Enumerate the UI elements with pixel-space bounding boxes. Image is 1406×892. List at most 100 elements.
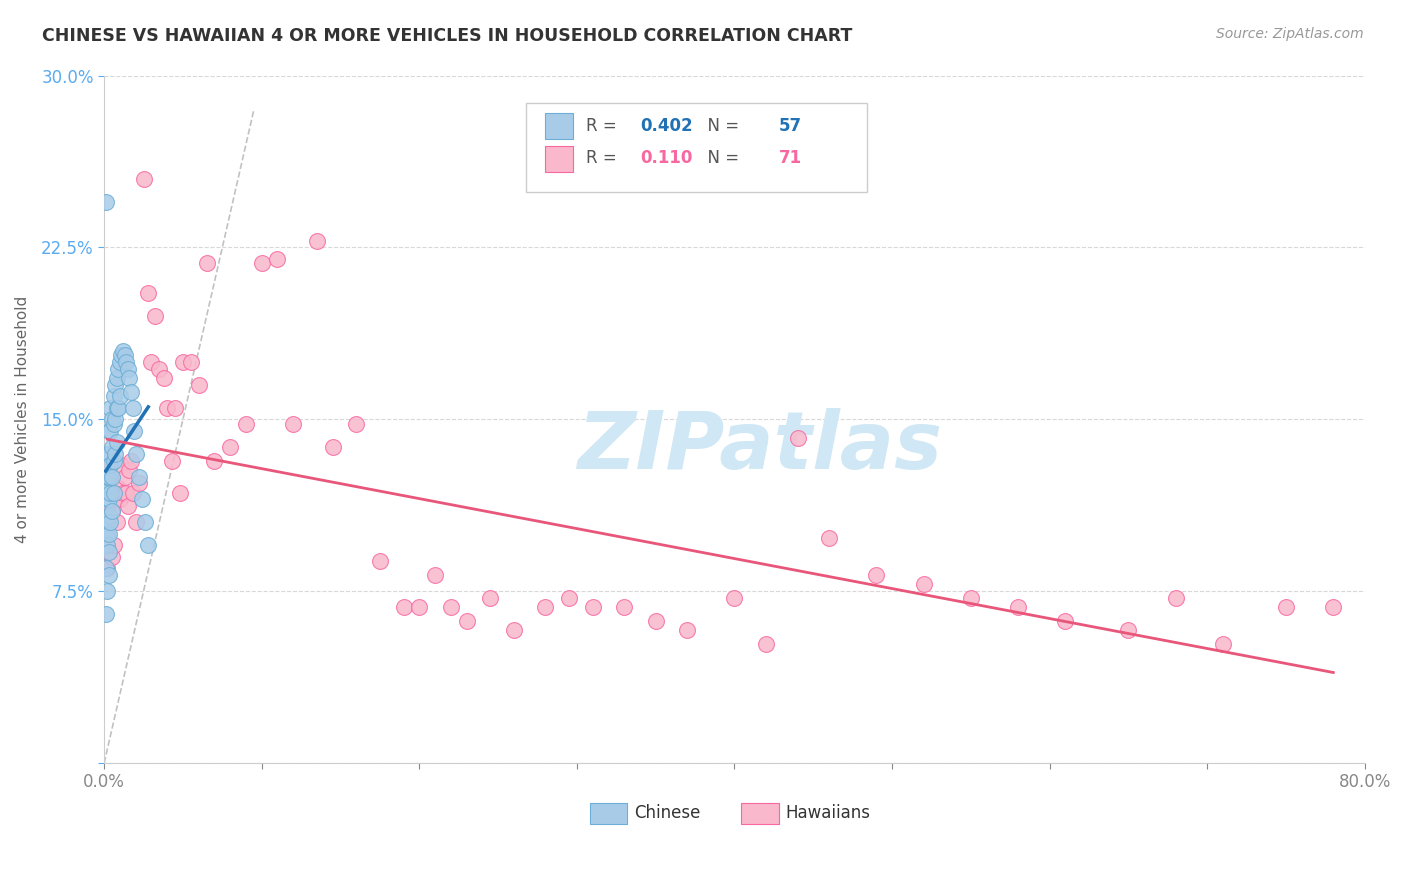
Point: [132, 171, 155, 186]
Point: [100, 458, 122, 472]
Point: [101, 549, 124, 564]
Point: [1164, 591, 1187, 605]
Point: [479, 591, 502, 605]
Point: [118, 371, 141, 385]
Bar: [741, 803, 779, 823]
Point: [97, 568, 120, 582]
Point: [195, 256, 218, 270]
Point: [423, 568, 446, 582]
Point: [582, 600, 605, 615]
Text: 0.402: 0.402: [640, 117, 693, 135]
Point: [100, 401, 122, 415]
Point: [165, 401, 187, 415]
Point: [117, 500, 139, 514]
Point: [755, 637, 778, 651]
Point: [613, 600, 636, 615]
Point: [865, 568, 887, 582]
Text: Chinese: Chinese: [634, 805, 700, 822]
FancyBboxPatch shape: [526, 103, 868, 193]
Point: [322, 440, 344, 454]
Point: [128, 476, 150, 491]
Text: ZIPatlas: ZIPatlas: [578, 408, 942, 486]
Point: [101, 469, 124, 483]
Point: [100, 424, 122, 438]
Point: [97, 469, 120, 483]
Point: [440, 600, 463, 615]
Point: [101, 504, 124, 518]
Point: [266, 252, 288, 266]
Text: R =: R =: [586, 117, 621, 135]
Point: [100, 485, 122, 500]
Point: [235, 417, 257, 431]
Point: [153, 371, 176, 385]
Point: [110, 458, 132, 472]
Point: [94, 194, 117, 209]
Point: [115, 485, 138, 500]
Point: [1054, 614, 1077, 628]
Y-axis label: 4 or more Vehicles in Household: 4 or more Vehicles in Household: [15, 295, 30, 543]
Point: [502, 623, 524, 637]
Point: [160, 453, 183, 467]
Point: [96, 447, 118, 461]
Point: [96, 516, 118, 530]
Point: [104, 378, 127, 392]
Point: [960, 591, 983, 605]
Point: [107, 362, 129, 376]
Point: [96, 469, 118, 483]
Point: [676, 623, 699, 637]
Point: [114, 348, 136, 362]
Point: [97, 424, 120, 438]
Point: [103, 453, 125, 467]
Point: [392, 600, 415, 615]
Point: [408, 600, 430, 615]
Point: [96, 561, 118, 575]
Text: CHINESE VS HAWAIIAN 4 OR MORE VEHICLES IN HOUSEHOLD CORRELATION CHART: CHINESE VS HAWAIIAN 4 OR MORE VEHICLES I…: [42, 27, 852, 45]
Point: [117, 362, 139, 376]
Point: [112, 485, 135, 500]
Point: [103, 485, 125, 500]
Point: [283, 417, 305, 431]
Point: [105, 401, 128, 415]
Point: [136, 286, 159, 301]
Point: [204, 453, 226, 467]
Point: [107, 401, 129, 415]
Point: [103, 417, 125, 431]
Point: [187, 378, 209, 392]
Point: [96, 584, 118, 599]
Point: [118, 463, 141, 477]
Point: [124, 516, 146, 530]
Point: [456, 614, 478, 628]
Point: [121, 401, 143, 415]
Point: [169, 485, 191, 500]
Point: [1007, 600, 1029, 615]
Point: [143, 309, 166, 323]
Point: [94, 527, 117, 541]
Point: [115, 355, 138, 369]
Point: [534, 600, 557, 615]
Point: [128, 469, 150, 483]
Point: [105, 516, 128, 530]
Point: [131, 492, 153, 507]
Point: [124, 447, 146, 461]
Point: [148, 362, 170, 376]
Point: [644, 614, 666, 628]
Point: [94, 607, 117, 621]
Point: [1275, 600, 1298, 615]
Point: [172, 355, 194, 369]
Point: [1118, 623, 1140, 637]
Point: [94, 561, 117, 575]
Point: [120, 453, 142, 467]
Bar: [546, 113, 574, 139]
Point: [97, 458, 120, 472]
Point: [786, 431, 808, 445]
Text: 0.110: 0.110: [640, 149, 692, 167]
Bar: [546, 145, 574, 172]
Point: [101, 504, 124, 518]
Point: [97, 527, 120, 541]
Point: [912, 577, 935, 591]
Point: [141, 355, 163, 369]
Text: R =: R =: [586, 149, 621, 167]
Point: [180, 355, 202, 369]
Point: [100, 481, 122, 495]
Point: [114, 469, 136, 483]
